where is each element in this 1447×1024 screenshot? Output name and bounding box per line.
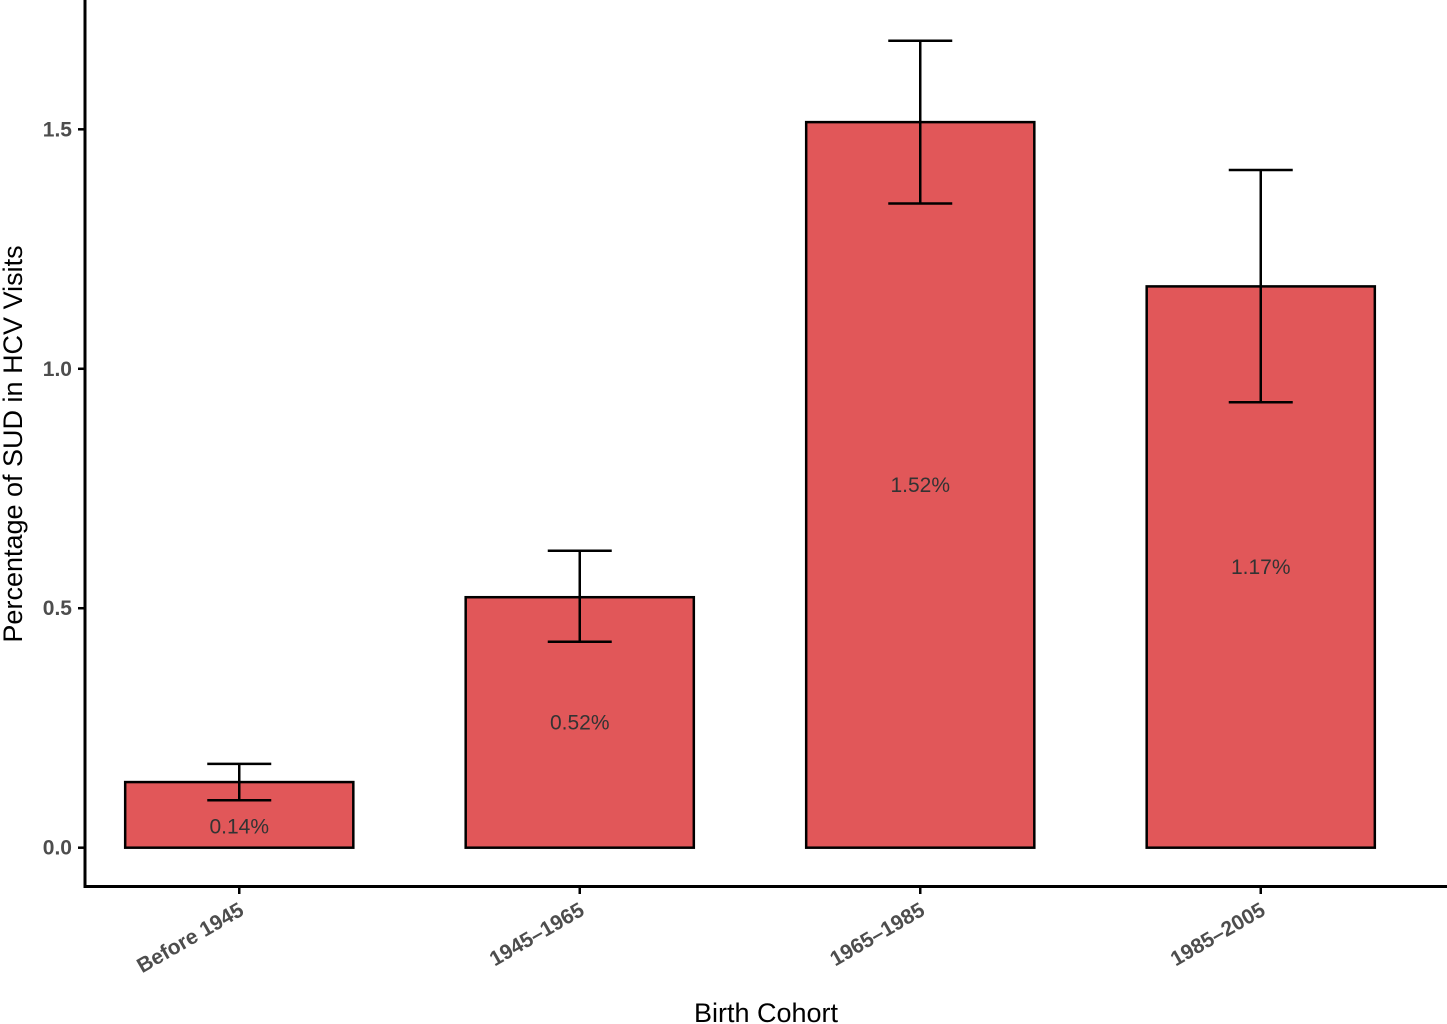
y-tick-label: 1.5 bbox=[43, 118, 73, 141]
y-axis-ticks: 0.0 0.5 1.0 1.5 bbox=[43, 118, 85, 860]
data-label: 0.52% bbox=[550, 711, 610, 734]
y-tick-label: 1.0 bbox=[43, 358, 72, 381]
data-label: 0.14% bbox=[209, 816, 269, 839]
data-label: 1.17% bbox=[1231, 556, 1291, 579]
data-label: 1.52% bbox=[890, 474, 950, 497]
x-axis-ticks: Before 1945 1945–1965 1965–1985 1985–2005 bbox=[133, 886, 1270, 978]
x-tick-label: Before 1945 bbox=[133, 898, 248, 978]
error-bars bbox=[207, 39, 1293, 802]
x-tick-label: 1985–2005 bbox=[1167, 898, 1270, 971]
y-axis-title: Percentage of SUD in HCV Visits bbox=[0, 245, 28, 642]
error-bar bbox=[547, 549, 612, 644]
y-tick-label: 0.5 bbox=[43, 597, 73, 620]
error-bar bbox=[1228, 168, 1293, 404]
x-tick-label: 1945–1965 bbox=[486, 898, 589, 971]
x-axis-title: Birth Cohort bbox=[694, 998, 839, 1024]
error-bar bbox=[207, 762, 272, 802]
x-tick-label: 1965–1985 bbox=[826, 898, 929, 971]
y-tick-label: 0.0 bbox=[43, 837, 72, 860]
bars bbox=[123, 120, 1377, 849]
data-labels: 0.14% 0.52% 1.52% 1.17% bbox=[209, 474, 1290, 839]
error-bar bbox=[888, 39, 953, 205]
